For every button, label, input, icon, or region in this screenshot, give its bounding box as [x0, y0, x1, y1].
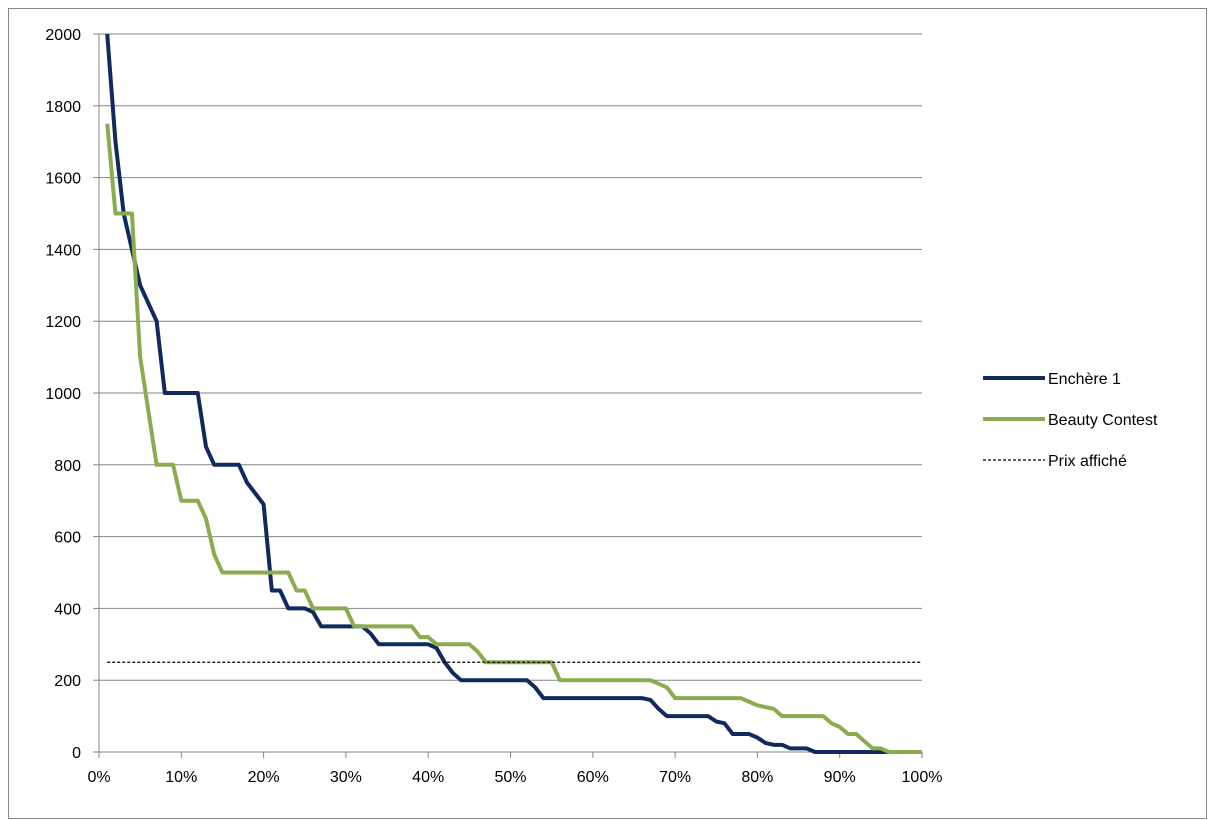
y-tick-label: 1400	[45, 242, 81, 259]
y-tick-label: 400	[54, 601, 81, 618]
legend-label: Beauty Contest	[1048, 412, 1158, 429]
y-tick-label: 1600	[45, 171, 81, 188]
x-tick-label: 70%	[659, 769, 691, 786]
series-line-beauty-contest	[105, 123, 922, 754]
y-tick-label: 1200	[45, 314, 81, 331]
y-tick-label: 1000	[45, 386, 81, 403]
y-tick-label: 600	[54, 530, 81, 547]
x-tick-label: 50%	[494, 769, 526, 786]
y-tick-label: 2000	[45, 27, 81, 44]
legend-label: Enchère 1	[1048, 371, 1121, 388]
x-tick-label: 100%	[902, 769, 943, 786]
y-tick-label: 1800	[45, 99, 81, 116]
x-tick-label: 0%	[87, 769, 110, 786]
y-tick-label: 200	[54, 673, 81, 690]
x-tick-label: 40%	[412, 769, 444, 786]
y-tick-label: 800	[54, 458, 81, 475]
x-tick-label: 80%	[741, 769, 773, 786]
x-tick-label: 90%	[824, 769, 856, 786]
y-tick-label: 0	[72, 745, 81, 762]
chart-frame	[8, 8, 1207, 819]
legend-label: Prix affiché	[1048, 453, 1127, 470]
x-tick-label: 10%	[165, 769, 197, 786]
series-line-ench-re-1	[105, 33, 922, 754]
x-tick-label: 30%	[330, 769, 362, 786]
x-tick-label: 20%	[248, 769, 280, 786]
x-tick-label: 60%	[577, 769, 609, 786]
